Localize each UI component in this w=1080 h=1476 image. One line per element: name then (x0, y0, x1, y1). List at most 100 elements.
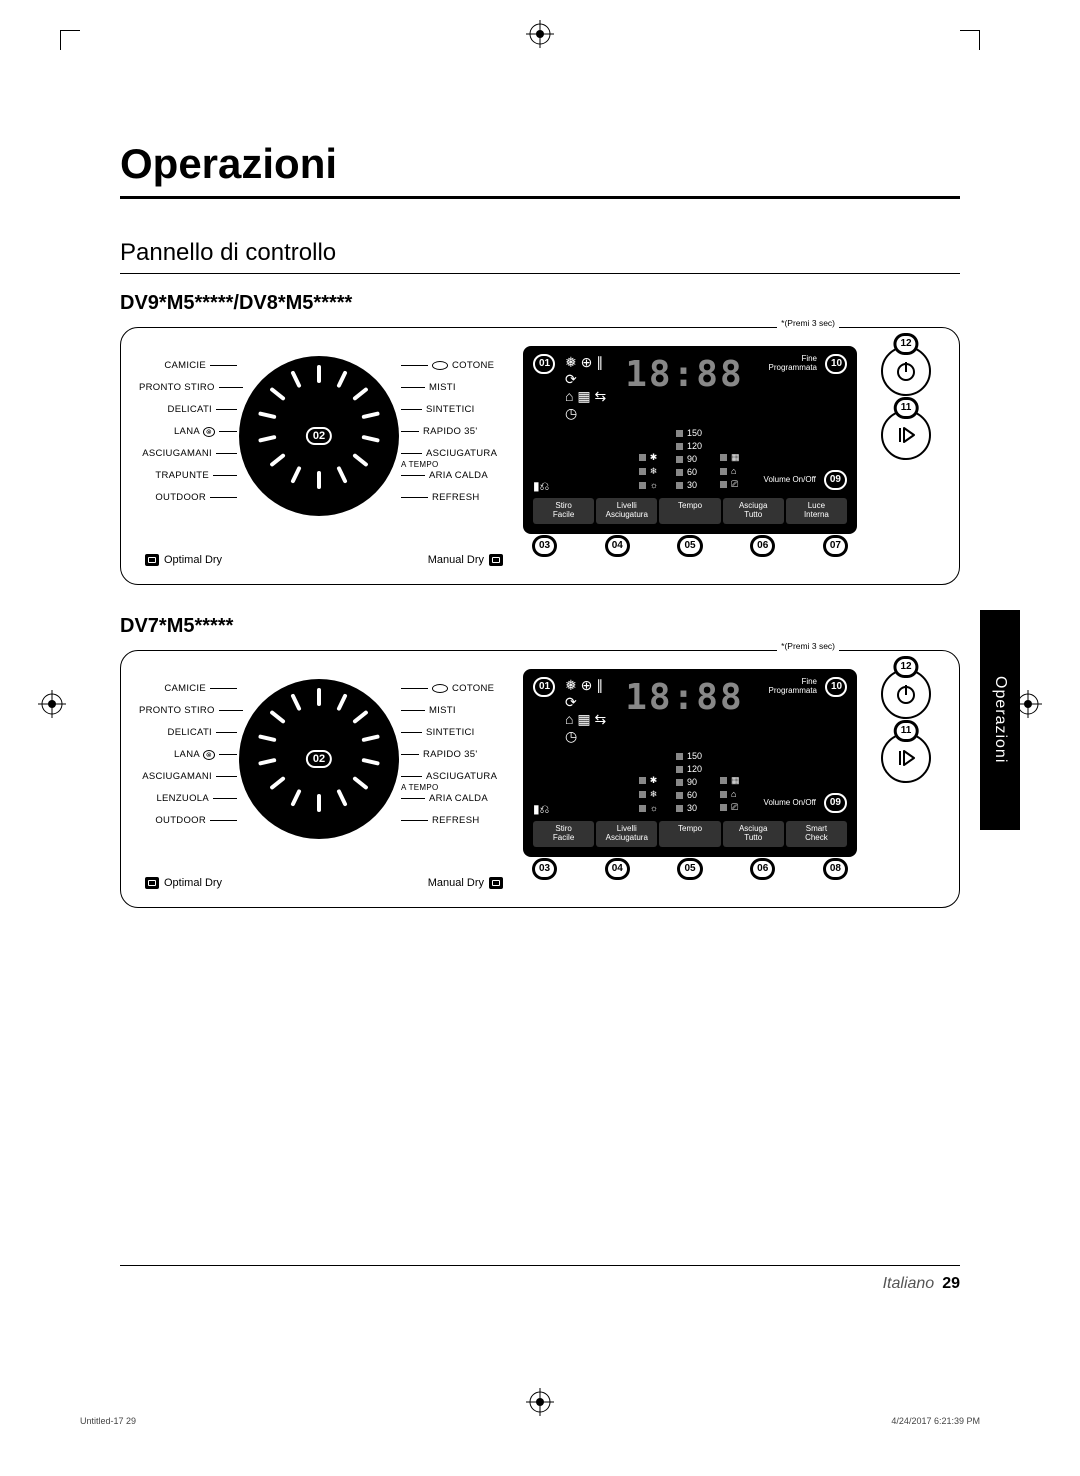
program-right: COTONE (401, 360, 494, 371)
display-button: StiroFacile (533, 821, 594, 847)
display-button: Tempo (659, 821, 720, 847)
manual-dry-label: Manual Dry (428, 554, 503, 566)
program-left: ASCIUGAMANI (139, 448, 237, 459)
callout-badge: 01 (533, 677, 555, 697)
footer-lang: Italiano (883, 1275, 935, 1292)
footer-text: Italiano 29 (883, 1275, 960, 1293)
callout-badge: 08 (824, 859, 847, 879)
optimal-dry-label: Optimal Dry (145, 877, 222, 889)
dry-level-icons: ✱❄☼ (639, 452, 658, 490)
segment-display: 18:88 (625, 677, 743, 718)
lcd-display: 01 ❅ ⊕ ∥ ⟳⌂ ▦ ⇆ ◷ 18:88 Fine Programmata… (523, 346, 857, 534)
display-button: LivelliAsciugatura (596, 821, 657, 847)
footer-rule (120, 1265, 960, 1266)
program-right: REFRESH (401, 492, 480, 503)
crop-mark-tl (60, 30, 80, 50)
program-left: TRAPUNTE (139, 470, 237, 481)
callout-badge: 12 (894, 657, 917, 677)
fine-label: Fine Programmata (762, 355, 817, 373)
callout-badge: 09 (824, 793, 847, 813)
model-heading: DV9*M5*****/DV8*M5***** (120, 292, 960, 315)
callout-badge: 01 (533, 354, 555, 374)
callout-badge: 04 (606, 536, 629, 556)
callout-badge: 10 (825, 354, 847, 374)
program-right: SINTETICI (401, 727, 475, 738)
fine-label: Fine Programmata (762, 678, 817, 696)
callout-badge: 03 (533, 536, 556, 556)
dial-callout: 02 (306, 750, 332, 768)
crop-mark-tr (960, 30, 980, 50)
callout-badge: 03 (533, 859, 556, 879)
program-right: ARIA CALDA (401, 470, 488, 481)
program-left: LANA⊗ (139, 426, 237, 437)
program-right: RAPIDO 35' (401, 749, 477, 760)
callout-badge: 05 (678, 859, 701, 879)
program-right: ARIA CALDA (401, 793, 488, 804)
option-icons: ▦⌂⎚ (720, 452, 740, 490)
dial-zone: CAMICIEPRONTO STIRODELICATILANA⊗ASCIUGAM… (139, 669, 509, 889)
registration-mark-bottom (526, 1388, 554, 1416)
program-right: MISTI (401, 705, 456, 716)
meta-right: 4/24/2017 6:21:39 PM (891, 1416, 980, 1426)
program-right: COTONE (401, 683, 494, 694)
program-left: DELICATI (139, 727, 237, 738)
section-subtitle: Pannello di controllo (120, 239, 960, 274)
display-button: AsciugaTutto (723, 498, 784, 524)
side-tab: Operazioni (980, 610, 1020, 830)
lock-icon: ▮⎌ (533, 479, 549, 494)
segment-display: 18:88 (625, 354, 743, 395)
program-right: MISTI (401, 382, 456, 393)
dial-zone: CAMICIE PRONTO STIRO DELICATI LANA⊗ ASCIUGAM… (139, 346, 509, 566)
program-left: LENZUOLA (139, 793, 237, 804)
lcd-display: 01 ❅ ⊕ ∥ ⟳⌂ ▦ ⇆ ◷ 18:88 Fine Programmata… (523, 669, 857, 857)
callout-badge: 12 (894, 334, 917, 354)
program-left: CAMICIE (139, 683, 237, 694)
footer-page: 29 (942, 1275, 960, 1292)
bottom-callouts: 0304050607 (533, 536, 847, 556)
program-dial: 02 (239, 679, 399, 839)
display-button: StiroFacile (533, 498, 594, 524)
display-button: LuceInterna (786, 498, 847, 524)
program-left: PRONTO STIRO (139, 382, 237, 393)
power-button: 12 (881, 346, 931, 396)
program-left: OUTDOOR (139, 815, 237, 826)
control-panel: *(Premi 3 sec) CAMICIEPRONTO STIRODELICA… (120, 327, 960, 585)
dial-callout: 02 (306, 427, 332, 445)
volume-label: Volume On/Off (764, 799, 816, 808)
display-button: LivelliAsciugatura (596, 498, 657, 524)
display-button: SmartCheck (786, 821, 847, 847)
temp-col: 150120906030 (676, 428, 702, 490)
callout-badge: 06 (751, 859, 774, 879)
program-right: ASCIUGATURAA TEMPO (401, 771, 497, 793)
program-left: OUTDOOR (139, 492, 237, 503)
callout-badge: 07 (824, 536, 847, 556)
dry-level-icons: ✱❄☼ (639, 775, 658, 813)
lock-icon: ▮⎌ (533, 802, 549, 817)
callout-badge: 11 (895, 721, 918, 741)
premi-note: *(Premi 3 sec) (777, 318, 839, 328)
start-pause-button: 11 (881, 733, 931, 783)
panels-container: DV9*M5*****/DV8*M5***** *(Premi 3 sec) C… (120, 292, 960, 908)
bottom-button-row: StiroFacileLivelliAsciugaturaTempoAsciug… (533, 821, 847, 847)
bottom-button-row: StiroFacileLivelliAsciugaturaTempoAsciug… (533, 498, 847, 524)
model-heading: DV7*M5***** (120, 615, 960, 638)
optimal-dry-label: Optimal Dry (145, 554, 222, 566)
status-icons: ❅ ⊕ ∥ ⟳⌂ ▦ ⇆ ◷ (565, 354, 615, 422)
start-pause-button: 11 (881, 410, 931, 460)
callout-badge: 11 (895, 398, 918, 418)
volume-label: Volume On/Off (764, 476, 816, 485)
callout-badge: 04 (606, 859, 629, 879)
page-title: Operazioni (120, 140, 960, 199)
bottom-callouts: 03 04 05 06 08 (533, 859, 847, 879)
callout-badge: 10 (825, 677, 847, 697)
program-left: DELICATI (139, 404, 237, 415)
display-button: Tempo (659, 498, 720, 524)
premi-note: *(Premi 3 sec) (777, 641, 839, 651)
program-right: ASCIUGATURAA TEMPO (401, 448, 497, 470)
callout-badge: 05 (678, 536, 701, 556)
program-left: CAMICIE (139, 360, 237, 371)
registration-mark-top (526, 20, 554, 48)
control-panel: *(Premi 3 sec) CAMICIEPRONTO STIRODELICA… (120, 650, 960, 908)
registration-mark-left (38, 690, 66, 723)
program-left: PRONTO STIRO (139, 705, 237, 716)
